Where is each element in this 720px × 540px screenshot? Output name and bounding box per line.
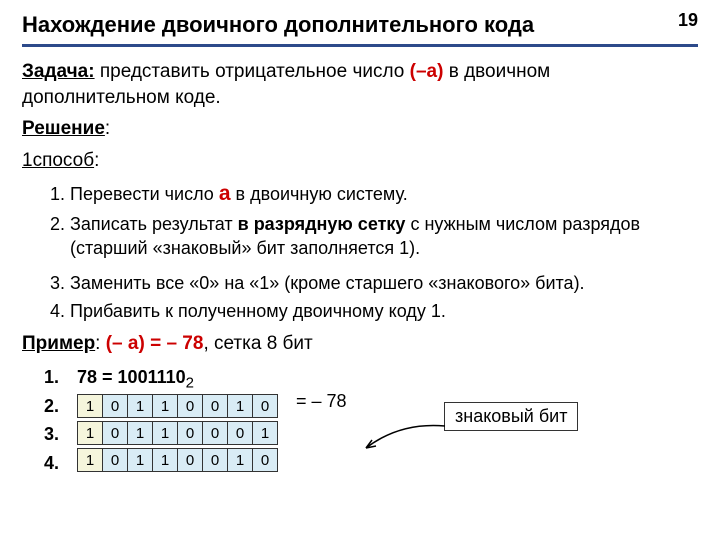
page-number: 19 <box>678 10 698 31</box>
task-label: Задача: <box>22 61 95 82</box>
step-1b: в двоичную систему. <box>231 184 408 204</box>
solution-word: Решение <box>22 118 105 139</box>
step-2-bold: в разрядную сетку <box>238 214 406 234</box>
bit-cell: 0 <box>102 394 128 418</box>
step-1: 1. Перевести число a в двоичную систему. <box>50 180 698 208</box>
method-word: 1способ <box>22 150 94 171</box>
header: Нахождение двоичного дополнительного код… <box>22 12 698 47</box>
bit-cell: 1 <box>77 394 103 418</box>
bit-cell: 0 <box>177 394 203 418</box>
ex-num-1: 1. <box>44 363 59 392</box>
bit-row-2: 10110010 <box>77 394 278 418</box>
task-text-1: представить отрицательное число <box>95 61 410 82</box>
bit-cell: 1 <box>127 394 153 418</box>
bit-cell: 1 <box>152 421 178 445</box>
conversion-text: 78 = 1001110 <box>77 367 186 387</box>
ex-num-2: 2. <box>44 392 59 421</box>
bit-cell: 0 <box>177 421 203 445</box>
steps-list: 1. Перевести число a в двоичную систему.… <box>22 180 698 324</box>
ex-num-4: 4. <box>44 449 59 478</box>
page-title: Нахождение двоичного дополнительного код… <box>22 12 534 38</box>
bit-cell: 0 <box>177 448 203 472</box>
step-1a: Перевести число <box>70 184 219 204</box>
bit-cell: 0 <box>252 448 278 472</box>
step-2a: Записать результат <box>70 214 238 234</box>
ex-num-3: 3. <box>44 420 59 449</box>
conversion-sub: 2 <box>186 374 194 391</box>
bit-cell: 0 <box>227 421 253 445</box>
bit-cell: 1 <box>152 394 178 418</box>
bit-cell: 1 <box>252 421 278 445</box>
example-label: Пример <box>22 333 95 354</box>
bit-cell: 1 <box>77 448 103 472</box>
sign-bit-label: знаковый бит <box>444 402 578 431</box>
example-eq: (– a) = – 78 <box>106 333 204 354</box>
bit-cell: 0 <box>202 421 228 445</box>
example-step-nums: 1. 2. 3. 4. <box>44 363 59 478</box>
bit-cell: 0 <box>202 448 228 472</box>
bit-cell: 1 <box>152 448 178 472</box>
example-suffix: , сетка 8 бит <box>203 333 312 354</box>
bit-cell: 1 <box>127 421 153 445</box>
solution-label: Решение: <box>22 116 698 142</box>
step-num: 2. <box>50 214 65 234</box>
bit-row-4: 10110010 <box>77 448 278 472</box>
step-4-text: Прибавить к полученному двоичному коду 1… <box>70 301 446 321</box>
bit-cell: 1 <box>77 421 103 445</box>
bit-cell: 0 <box>102 448 128 472</box>
conversion-line: 78 = 10011102 <box>77 367 278 392</box>
step-1-var: a <box>219 182 231 205</box>
task-neg: (–a) <box>410 61 444 82</box>
step-num: 4. <box>50 301 65 321</box>
bit-cell: 1 <box>227 394 253 418</box>
step-3-text: Заменить все «0» на «1» (кроме старшего … <box>70 273 585 293</box>
bit-cell: 1 <box>127 448 153 472</box>
bit-cell: 1 <box>227 448 253 472</box>
bit-cell: 0 <box>252 394 278 418</box>
example-block: 1. 2. 3. 4. 78 = 10011102 10110010 10110… <box>22 363 698 478</box>
example-line: Пример: (– a) = – 78, сетка 8 бит <box>22 331 698 357</box>
bit-row-3: 10110001 <box>77 421 278 445</box>
step-3: 3. Заменить все «0» на «1» (кроме старше… <box>50 271 698 295</box>
task-paragraph: Задача: представить отрицательное число … <box>22 59 698 110</box>
step-num: 3. <box>50 273 65 293</box>
step-num: 1. <box>50 184 65 204</box>
tables-column: 78 = 10011102 10110010 10110001 10110010 <box>77 365 278 473</box>
method-label: 1способ: <box>22 148 698 174</box>
step-4: 4. Прибавить к полученному двоичному код… <box>50 299 698 323</box>
bit-cell: 0 <box>102 421 128 445</box>
right-eq: = – 78 <box>296 391 347 412</box>
step-2: 2. Записать результат в разрядную сетку … <box>50 212 698 261</box>
bit-cell: 0 <box>202 394 228 418</box>
